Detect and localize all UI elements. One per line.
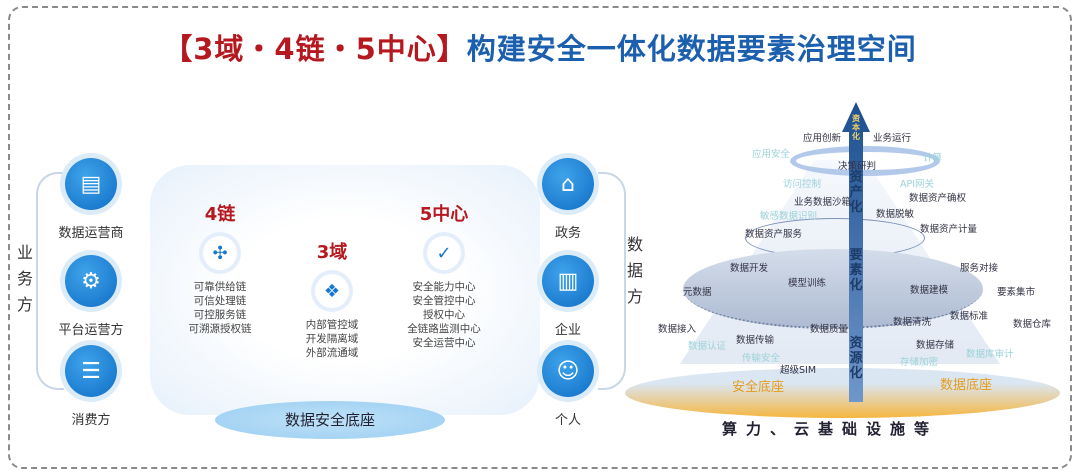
pyramid-label: 超级SIM [780, 365, 817, 376]
person-icon: ☺ [542, 345, 594, 397]
center-item: 安全能力中心 [412, 281, 476, 293]
center-item: 安全运营中心 [412, 337, 476, 349]
page-title: 【3域・4链・5中心】构建安全一体化数据要素治理空间 [0, 26, 1080, 68]
lower-ellipse [683, 249, 983, 329]
chains-heading: 4链 [204, 204, 236, 225]
domains-column: 3域 ❖ 内部管控域开发隔离域外部流通域 [272, 238, 392, 360]
consumer-icon: ☰ [65, 345, 117, 397]
center-item: 安全管控中心 [412, 295, 476, 307]
node-consumer: ☰ 消费方 [36, 345, 146, 428]
domain-item: 开发隔离域 [305, 333, 359, 345]
stage-assetization: 资产化 [849, 170, 863, 215]
pyramid-faint-label: API网关 [900, 179, 935, 190]
node-platform: ⚙ 平台运营方 [36, 255, 146, 338]
pyramid-label: 数据资产确权 [909, 193, 967, 204]
pyramid-label: 数据标准 [950, 311, 989, 322]
chain-icon: ✣ [203, 236, 237, 270]
pyramid-label: 数据接入 [658, 324, 697, 335]
pyramid-label: 应用创新 [803, 133, 842, 144]
center-item: 全链路监测中心 [407, 323, 481, 335]
pyramid-label: 数据清洗 [893, 317, 932, 328]
pyramid-label: 数据仓库 [1013, 319, 1052, 330]
infrastructure-label: 算力、云基础设施等 [722, 420, 939, 438]
centers-heading: 5中心 [419, 204, 469, 225]
pyramid-label: 服务对接 [960, 263, 999, 274]
shield-check-icon: ✓ [427, 236, 461, 270]
pyramid-faint-label: 数据认证 [688, 341, 727, 352]
chain-item: 可靠供给链 [193, 281, 247, 293]
pyramid-faint-label: 数据库审计 [966, 349, 1014, 360]
base-right-label: 数据底座 [940, 378, 993, 393]
chains-column: 4链 ✣ 可靠供给链可信处理链可控服务链可溯源授权链 [160, 200, 280, 336]
platform-icon: ⚙ [65, 255, 117, 307]
pyramid-label: 数据存储 [916, 340, 955, 351]
node-label: 政务 [554, 226, 581, 241]
node-label: 数据运营商 [58, 226, 124, 241]
domains-heading: 3域 [316, 242, 348, 263]
pyramid-label: 模型训练 [788, 278, 827, 289]
centers-column: 5中心 ✓ 安全能力中心 安全管控中心 授权中心全链路监测中心 安全运营中心 [384, 200, 504, 350]
governance-pyramid: 资本化 资产化 要素化 资源化 应用创新 业务运行 决策研判 业务数据沙箱 数据… [620, 90, 1080, 450]
pyramid-label: 数据开发 [730, 263, 769, 274]
chain-item: 可控服务链 [193, 309, 247, 321]
government-icon: ⌂ [542, 158, 594, 210]
stage-elementization: 要素化 [849, 248, 863, 293]
pyramid-faint-label: 存储加密 [900, 357, 939, 368]
node-label: 平台运营方 [58, 323, 124, 338]
pyramid-label: 决策研判 [838, 161, 877, 172]
node-data-operator: ▤ 数据运营商 [36, 158, 146, 241]
node-label: 消费方 [71, 413, 111, 428]
pyramid-label: 数据脱敏 [876, 209, 915, 220]
pyramid-faint-label: 计算 [923, 153, 943, 164]
pyramid-label: 数据传输 [736, 335, 775, 346]
security-base: 数据安全底座 [215, 401, 445, 439]
node-government: ⌂ 政务 [513, 158, 623, 241]
chain-item: 可溯源授权链 [188, 323, 252, 335]
top-ring [790, 146, 940, 176]
stage-capitalization: 资本化 [852, 114, 860, 141]
domain-item: 内部管控域 [305, 319, 359, 331]
cubes-icon: ❖ [315, 274, 349, 308]
chain-item: 可信处理链 [193, 295, 247, 307]
stage-resourcization: 资源化 [849, 336, 863, 381]
pyramid-label: 要素集市 [997, 287, 1036, 298]
pyramid-label: 元数据 [683, 287, 712, 298]
node-person: ☺ 个人 [513, 345, 623, 428]
domain-item: 外部流通域 [305, 347, 359, 359]
pyramid-faint-label: 应用安全 [752, 149, 791, 160]
enterprise-icon: ▥ [542, 255, 594, 307]
pyramid-label: 业务运行 [873, 133, 912, 144]
pyramid-faint-label: 访问控制 [783, 179, 822, 190]
node-label: 企业 [554, 323, 581, 338]
pyramid-label: 数据建模 [910, 285, 949, 296]
pyramid-label: 数据资产服务 [745, 229, 803, 240]
pyramid-label: 数据资产计量 [920, 224, 978, 235]
data-operator-icon: ▤ [65, 158, 117, 210]
pyramid-faint-label: 传输安全 [742, 353, 781, 364]
node-label: 个人 [554, 413, 581, 428]
pyramid-faint-label: 敏感数据识别 [760, 211, 818, 222]
base-disk [625, 368, 1060, 418]
frame [8, 6, 1072, 469]
node-enterprise: ▥ 企业 [513, 255, 623, 338]
center-item: 授权中心 [423, 309, 465, 321]
title-part1: 【3域・4链・5中心】 [163, 32, 467, 66]
base-left-label: 安全底座 [732, 380, 785, 395]
pyramid-label: 数据质量 [810, 324, 849, 335]
title-part2: 构建安全一体化数据要素治理空间 [466, 32, 917, 66]
data-side-label: 数据方 [626, 235, 643, 306]
business-side-label: 业务方 [16, 243, 33, 314]
pyramid-label: 业务数据沙箱 [794, 197, 852, 208]
